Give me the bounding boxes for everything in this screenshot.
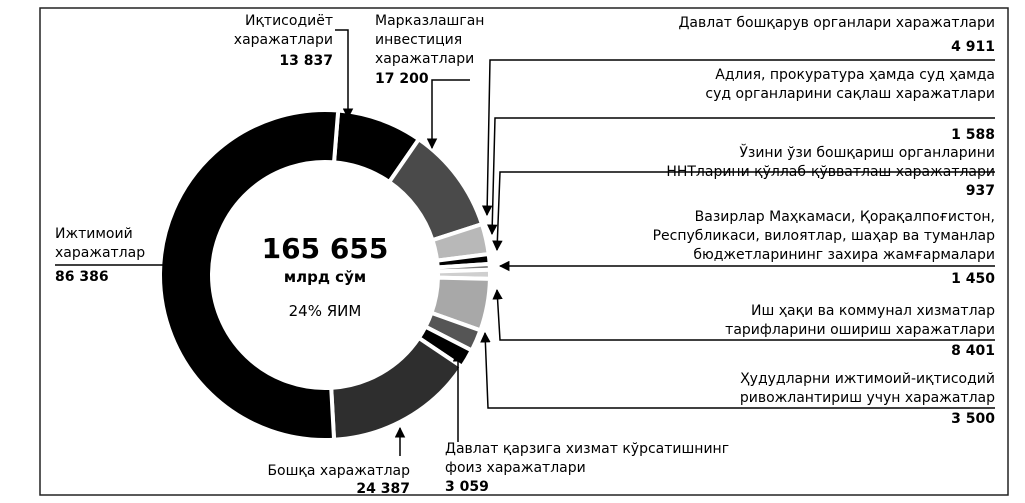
slice	[158, 108, 341, 442]
slice-label: Ҳудудларни ижтимоий-иқтисодий ривожланти…	[739, 371, 995, 406]
leader-line	[492, 171, 995, 252]
value-label: 3 500	[951, 411, 995, 427]
value-label: 3 059	[445, 479, 489, 495]
value-label: 13 837	[279, 53, 333, 69]
center-total: 165 655	[261, 232, 389, 265]
slice-label: Ижтимоий харажатлар	[55, 226, 146, 261]
slice-label: Давлат бошқарув органлари харажатлари	[678, 15, 995, 31]
slice-label: Бошқа харажатлар	[267, 463, 410, 479]
leader-line	[492, 288, 995, 341]
value-label: 1 450	[951, 271, 995, 287]
value-label: 4 911	[951, 39, 995, 55]
slice-label: Марказлашган инвестиция харажатлари	[375, 13, 485, 67]
leader-line	[335, 29, 354, 120]
center-share: 24% ЯИМ	[288, 302, 362, 320]
value-label: 8 401	[951, 343, 995, 359]
frame	[39, 7, 1009, 496]
leader-line	[481, 59, 995, 217]
leader-line	[486, 117, 995, 236]
slice-label: Вазирлар Маҳкамаси, Қорақалпоғистон, Рес…	[652, 209, 995, 263]
value-label: 1 588	[951, 127, 995, 143]
slice-label: Иқтисодиёт харажатлари	[233, 13, 333, 48]
leader-line	[426, 79, 470, 150]
value-label: 24 387	[356, 481, 410, 497]
leader-line	[480, 331, 995, 409]
value-label: 937	[965, 183, 995, 199]
value-label: 17 200	[375, 71, 429, 87]
slice-label: Иш ҳақи ва коммунал хизматлар тарифларин…	[725, 303, 995, 338]
slice-label: Давлат қарзига хизмат кўрсатишнинг фоиз …	[445, 441, 730, 476]
center-unit: млрд сўм	[283, 268, 367, 286]
value-label: 86 386	[55, 269, 109, 285]
slice-label: Адлия, прокуратура ҳамда суд ҳамда суд о…	[705, 67, 995, 102]
slice	[329, 335, 465, 442]
slice-label: Ўзини ўзи бошқариш органларини ННТларини…	[666, 145, 995, 180]
